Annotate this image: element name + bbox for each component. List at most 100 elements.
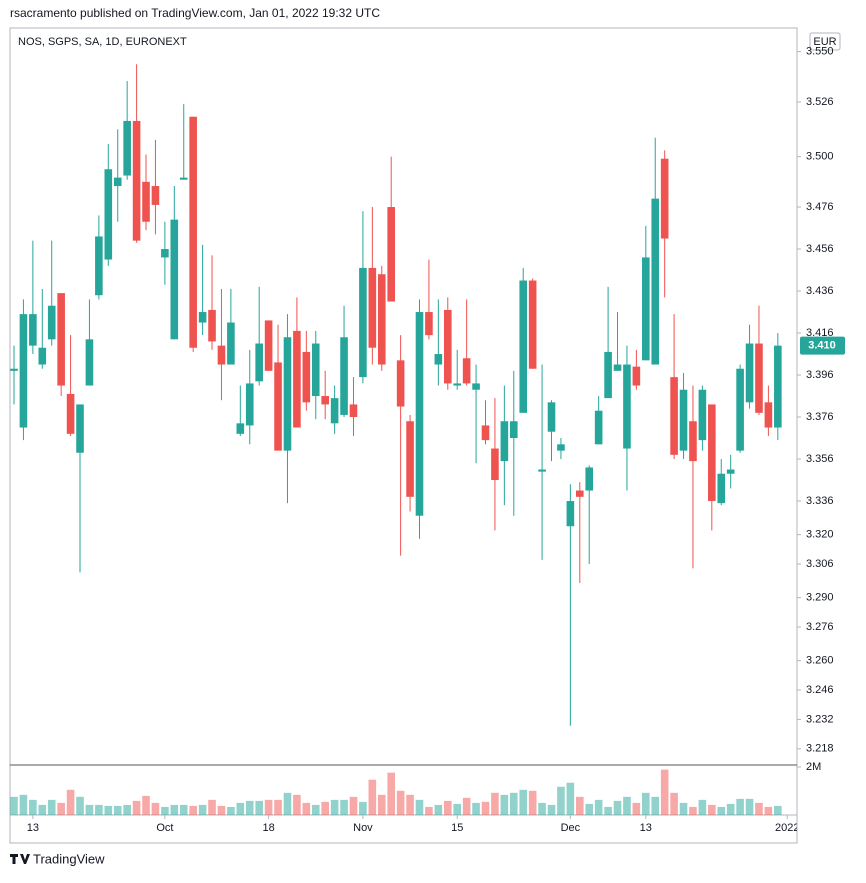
- y-tick-label: 3.320: [806, 529, 834, 541]
- volume-bar: [764, 806, 773, 815]
- x-tick-label: 13: [27, 822, 39, 834]
- volume-bar: [387, 772, 395, 815]
- candle-body: [208, 309, 216, 342]
- candle-body: [10, 368, 18, 371]
- candle-body: [189, 116, 197, 348]
- volume-bar: [594, 799, 603, 815]
- candle-body: [434, 354, 443, 365]
- candle-body: [387, 207, 395, 302]
- y-tick-label: 3.306: [806, 558, 834, 570]
- y-tick-label: 3.526: [806, 96, 834, 108]
- candle-body: [368, 267, 377, 348]
- candle-body: [340, 337, 348, 415]
- candle-body: [396, 360, 405, 407]
- y-tick-label: 3.476: [806, 201, 834, 213]
- volume-bar: [434, 804, 443, 815]
- volume-bar: [330, 799, 339, 815]
- x-axis: 13 Oct 18 Nov 15 Dec 13 2022: [27, 815, 799, 834]
- volume-bar: [264, 799, 273, 815]
- candle-body: [679, 389, 688, 451]
- volume-bar: [755, 802, 763, 815]
- volume-bar: [66, 789, 75, 815]
- candle-body: [264, 320, 273, 371]
- volume-bar: [170, 804, 179, 815]
- volume-bar: [396, 790, 405, 815]
- y-tick-label: 3.336: [806, 495, 834, 507]
- volume-tick-label: 2M: [806, 761, 821, 773]
- x-tick-label: 13: [640, 822, 652, 834]
- volume-bar: [519, 789, 528, 815]
- candle-body: [274, 362, 282, 451]
- candle-body: [406, 421, 414, 497]
- volume-bar: [19, 794, 28, 815]
- volume-bar: [670, 792, 678, 815]
- candle-body: [311, 343, 320, 397]
- candle-body: [236, 423, 245, 434]
- candle-body: [538, 469, 546, 472]
- volume-bar: [377, 794, 386, 815]
- candle-body: [708, 404, 716, 502]
- candle-body: [95, 236, 103, 296]
- candle-body: [142, 181, 150, 222]
- volume-bar: [472, 802, 480, 815]
- x-tick-label: 2022: [775, 822, 799, 834]
- candle-body: [500, 421, 509, 462]
- volume-bar: [340, 799, 348, 815]
- candle-body: [283, 337, 292, 451]
- volume-bar: [10, 796, 18, 815]
- candle-body: [302, 351, 311, 403]
- volume-bar: [236, 802, 245, 815]
- volume-bar: [227, 806, 235, 815]
- candle-body: [359, 267, 367, 378]
- candle-body: [377, 274, 386, 365]
- candle-body: [585, 467, 594, 491]
- volume-bar: [311, 804, 320, 815]
- candle-body: [85, 339, 94, 386]
- candle-body: [170, 219, 179, 340]
- volume-bar: [425, 806, 433, 815]
- x-tick-label: 15: [451, 822, 463, 834]
- volume-bar: [679, 802, 688, 815]
- x-tick-label: 18: [262, 822, 274, 834]
- volume-bar: [302, 802, 311, 815]
- volume-bar: [132, 800, 141, 815]
- y-tick-label: 3.218: [806, 743, 834, 755]
- volume-bar: [57, 802, 65, 815]
- volume-bar: [660, 769, 669, 815]
- volume-bar: [642, 792, 650, 815]
- candle-body: [726, 469, 735, 474]
- volume-bar: [368, 779, 377, 815]
- candle-body: [227, 322, 235, 365]
- y-tick-label: 3.356: [806, 453, 834, 465]
- candle-body: [472, 383, 480, 390]
- candle-body: [132, 120, 141, 241]
- volume-bar: [151, 802, 160, 815]
- y-tick-label: 3.416: [806, 327, 834, 339]
- logo: [10, 854, 30, 864]
- plot-frame: [9, 27, 798, 844]
- volume-bar: [179, 804, 188, 815]
- volume-bar: [726, 803, 735, 815]
- candle-body: [330, 398, 339, 424]
- candle-body: [594, 410, 603, 445]
- volume-bar: [415, 799, 424, 815]
- volume-bar: [604, 806, 612, 815]
- volume-bar: [538, 802, 546, 815]
- candle-body: [689, 421, 697, 462]
- volume-bar: [717, 806, 726, 815]
- volume-bar: [85, 804, 94, 815]
- candle-body: [632, 366, 641, 386]
- candle-body: [113, 177, 122, 187]
- y-tick-label: 3.232: [806, 713, 834, 725]
- volume-bar: [491, 792, 499, 815]
- volume-bar: [293, 794, 301, 815]
- candle-body: [38, 347, 47, 365]
- candle-body: [57, 293, 65, 386]
- candle-body: [349, 404, 358, 418]
- candle-body: [443, 309, 452, 384]
- candle-body: [245, 383, 254, 426]
- candle-body: [76, 404, 84, 453]
- volume-bar: [528, 790, 537, 815]
- volume-bar: [708, 804, 716, 815]
- volume-bar: [95, 804, 103, 815]
